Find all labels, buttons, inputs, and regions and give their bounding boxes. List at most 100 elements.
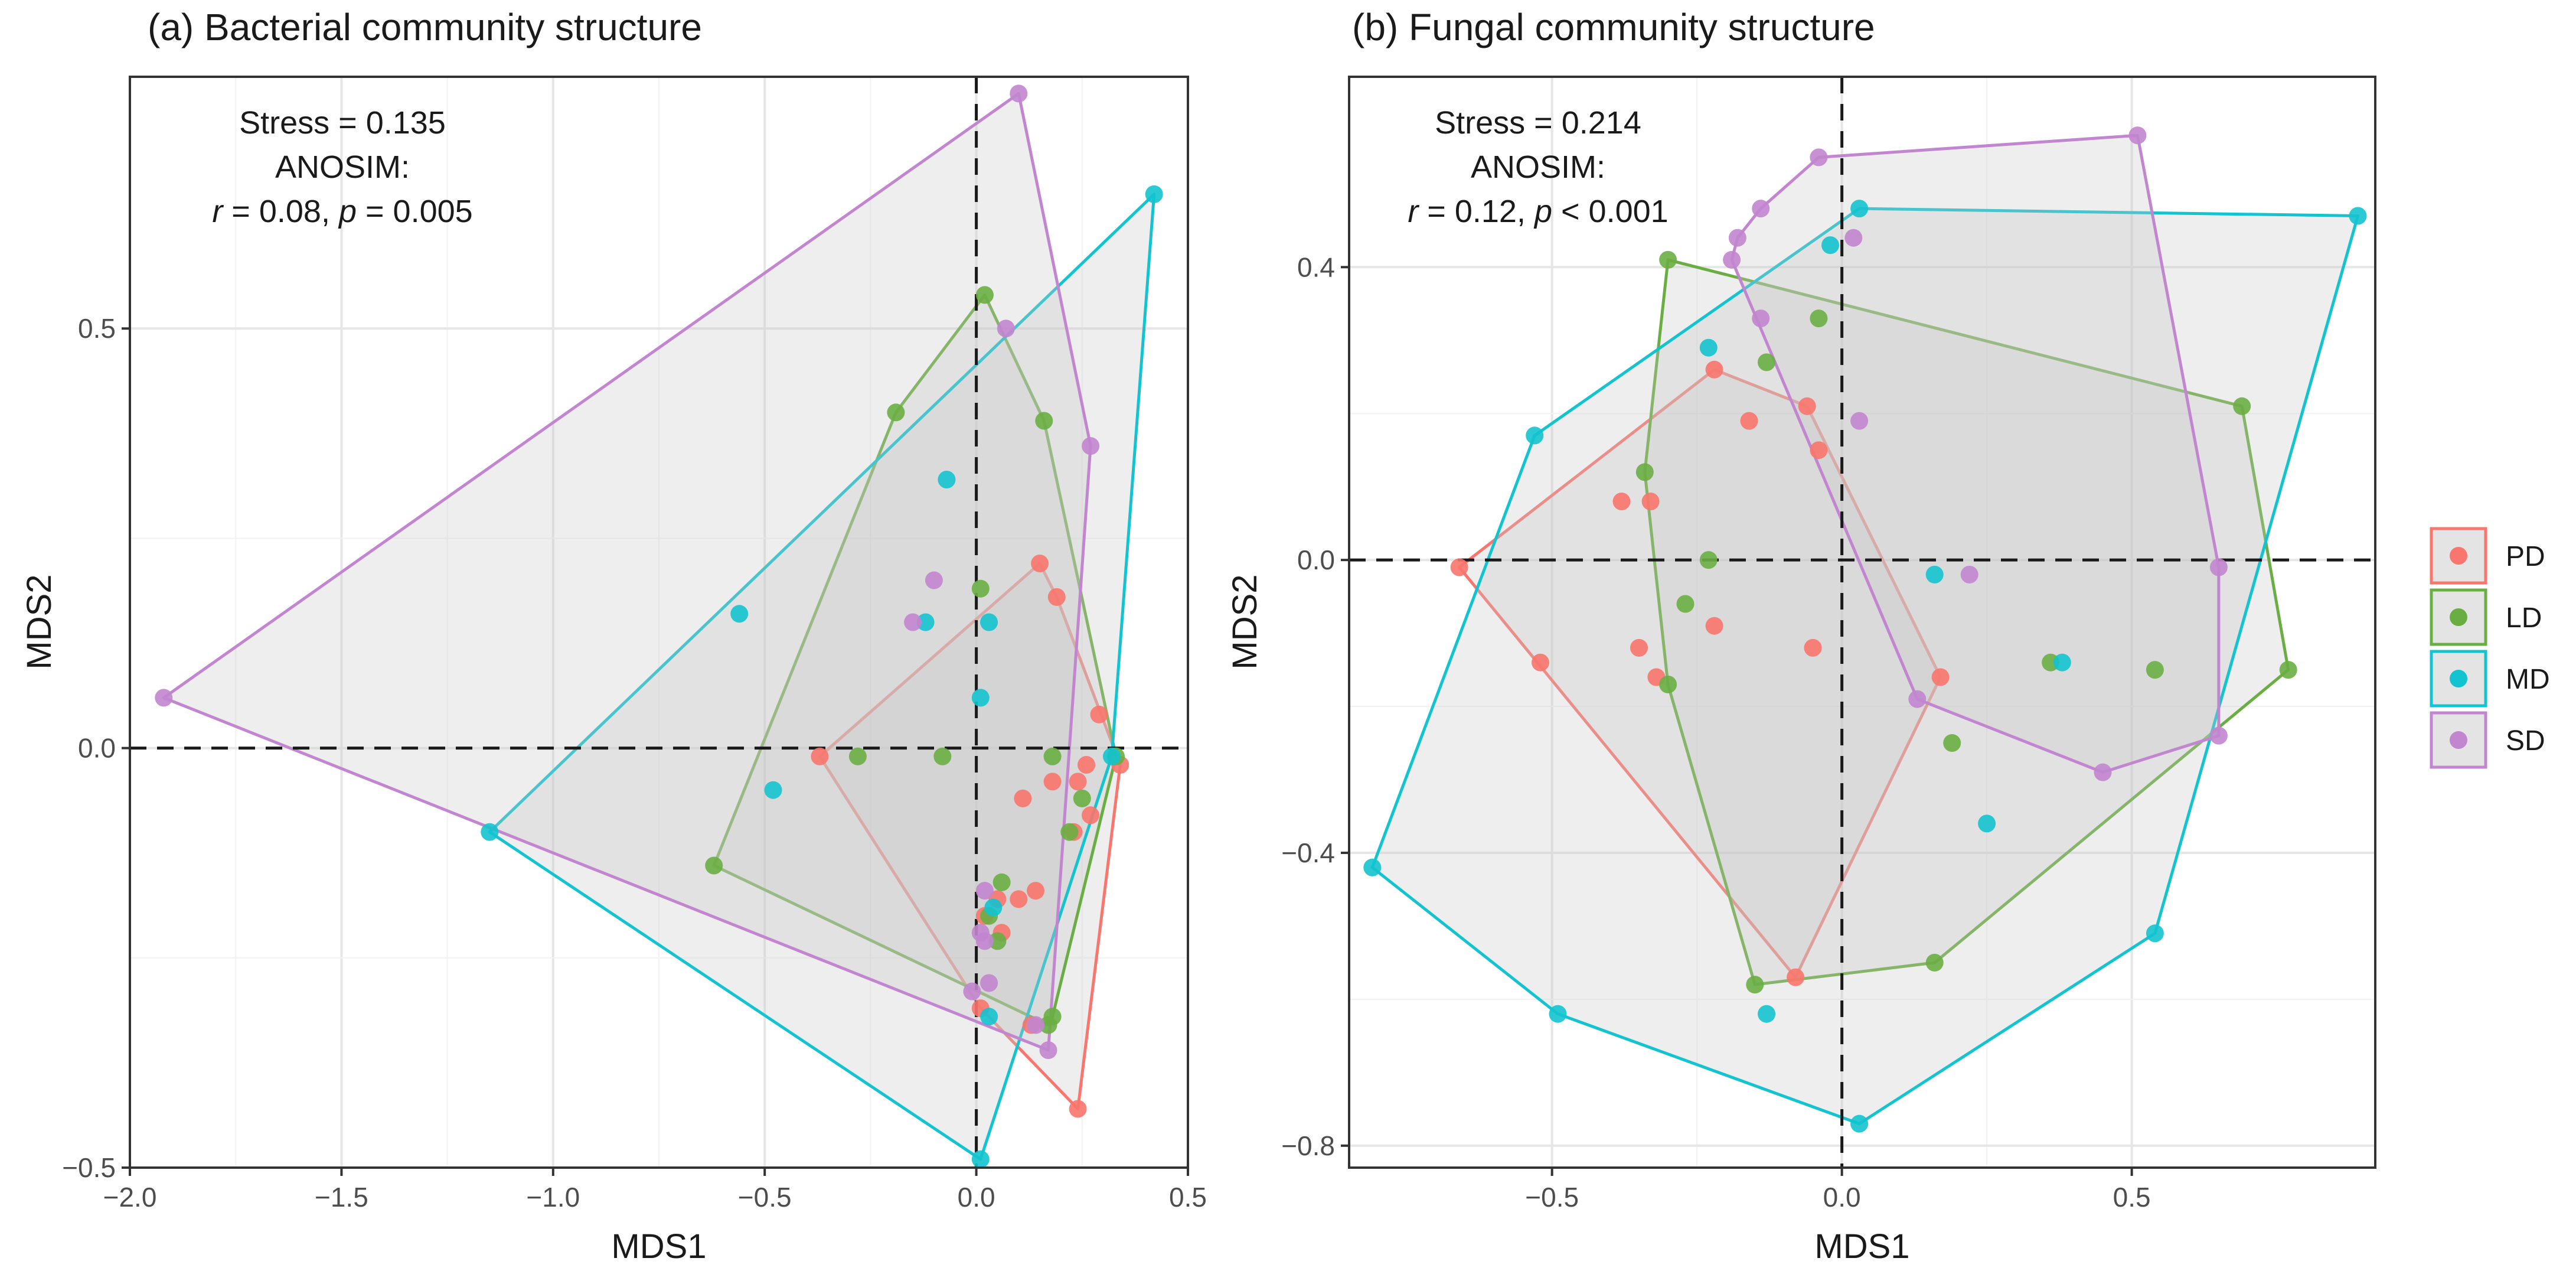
point-sd [1960,565,1978,584]
x-tick-label: 0.0 [1823,1182,1861,1213]
point-sd [1027,1016,1044,1034]
point-ld [1035,412,1053,430]
point-ld [2233,397,2251,415]
legend-label-ld: LD [2506,602,2542,634]
point-ld [1699,551,1718,569]
point-pd [1043,773,1062,791]
point-pd [1641,493,1660,510]
panel-a: (a) Bacterial community structure −2.0 −1… [20,6,1207,1266]
y-tick-label: 0.4 [1297,252,1335,282]
point-md [1978,814,1996,833]
point-md [1758,1005,1775,1023]
point-ld [2146,661,2164,679]
point-pd [811,747,829,765]
r-value: = 0.12, [1418,194,1535,229]
hull-sd [1730,133,2221,774]
point-ld [1676,595,1695,613]
point-md [984,898,1003,917]
point-ld [2279,661,2297,679]
anosim-label: ANOSIM: [275,149,410,185]
point-ld [1925,953,1944,972]
x-tick-label: 0.5 [1169,1182,1207,1213]
y-tick-label: 0.0 [78,733,116,764]
point-sd [1844,229,1863,247]
point-md [2349,207,2367,225]
point-pd [1705,617,1723,635]
point-sd [1010,84,1028,103]
point-md [730,605,749,623]
point-md [764,781,782,799]
point-sd [975,932,994,950]
point-ld [975,286,994,304]
point-pd [1810,441,1828,459]
point-sd [980,974,998,992]
point-ld [1659,675,1677,693]
point-md [481,823,499,841]
point-md [1526,426,1544,445]
point-ld [705,856,723,875]
point-sd [997,320,1015,338]
hull-ld [1643,258,2290,986]
point-md [2146,924,2164,943]
plot-border [129,76,1189,1169]
legend-item-sd: SD [2430,711,2545,769]
y-axis-ticks: −0.5 0.0 0.5 [62,313,130,1183]
x-tick-label: −0.5 [738,1182,792,1213]
hull-pd [1458,368,1942,979]
point-md [1103,747,1121,765]
legend-marker-pd [2450,547,2467,565]
point-ld [1060,823,1079,841]
point-pd [1027,882,1044,900]
hull-polygons [1370,133,2359,1126]
point-md [916,613,935,631]
y-axis-label: MDS2 [1226,574,1264,669]
stats-annotation: Stress = 0.135 ANOSIM: r = 0.08, p = 0.0… [212,105,472,229]
stress-text: Stress = 0.214 [1435,105,1641,141]
chart-title: (b) Fungal community structure [1352,6,1875,48]
point-pd [1532,653,1549,672]
point-sd [2209,726,2228,745]
x-axis-ticks: −0.5 0.0 0.5 [1525,1168,2151,1213]
y-tick-label: −0.8 [1281,1130,1335,1161]
point-md [2053,653,2071,672]
point-sd [963,982,981,1000]
r-symbol: r [1408,194,1419,229]
point-ld [1943,734,1961,752]
point-sd [975,882,994,900]
y-axis-ticks: −0.8 −0.4 0.0 0.4 [1281,252,1349,1161]
point-ld [988,932,1007,950]
y-tick-label: −0.4 [1281,837,1335,868]
point-sd [1752,309,1770,328]
point-md [938,471,956,488]
plot-border [1348,76,2376,1169]
stress-text: Stress = 0.135 [239,105,446,141]
point-pd [1804,638,1822,657]
point-ld [992,873,1011,891]
anosim-stats: r = 0.12, p < 0.001 [1408,194,1668,229]
legend-label-sd: SD [2506,725,2545,757]
point-sd [2209,558,2228,576]
y-tick-label: 0.0 [1297,545,1335,575]
point-sd [1723,250,1741,269]
y-tick-label: −0.5 [62,1152,116,1183]
point-ld [1073,789,1091,807]
point-ld [1758,353,1775,371]
data-points [1363,126,2367,1133]
point-sd [1810,148,1828,167]
point-md [980,613,998,631]
legend-marker-sd [2450,731,2467,749]
point-sd [904,613,922,631]
point-md [1850,200,1869,218]
legend-marker-ld [2450,608,2467,626]
hull-md [1370,207,2359,1126]
point-ld [1810,309,1828,328]
point-md [1699,338,1718,357]
x-tick-label: −2.0 [103,1182,157,1213]
p-symbol: p [338,194,357,229]
point-md [971,1150,990,1168]
legend-item-ld: LD [2430,588,2542,646]
x-axis-label: MDS1 [1814,1227,1909,1266]
data-points [155,84,1163,1168]
point-sd [1850,412,1869,430]
